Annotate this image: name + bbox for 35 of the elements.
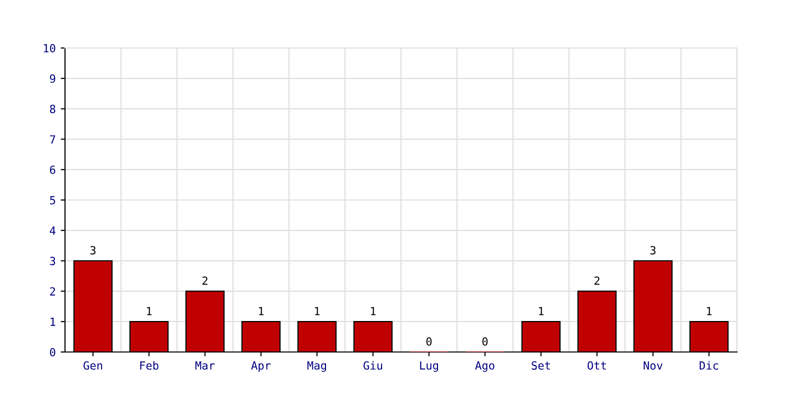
y-tick-label: 4 [50,226,56,235]
y-tick-label: 3 [50,256,56,266]
data-label: 1 [370,307,376,316]
y-tick-label: 0 [50,348,56,356]
data-label: 1 [146,307,152,316]
data-label: 1 [314,307,320,316]
data-label: 1 [706,307,712,316]
x-tick-label: Mag [307,361,326,372]
x-tick-label: Set [532,361,550,370]
x-tick-label: Ott [588,361,606,370]
x-tick-label: Feb [140,361,158,370]
y-tick-label: 2 [50,287,56,296]
x-tick-label: Ago [475,361,494,372]
x-tick-label: Dic [700,361,718,370]
x-tick-label: Apr [251,361,271,372]
x-tick-label: Mar [195,361,215,370]
data-label: 2 [202,276,208,285]
y-tick-label: 7 [50,135,56,144]
data-label: 2 [594,276,600,285]
x-tick-label: Giu [364,361,382,370]
y-tick-label: 5 [50,196,56,204]
y-tick-label: 10 [44,44,56,52]
data-label: 0 [426,337,432,346]
x-tick-label: Gen [84,361,102,370]
data-label: 1 [538,307,544,316]
y-tick-label: 6 [50,166,56,174]
y-tick-label: 8 [50,104,56,114]
data-label: 3 [650,246,656,254]
y-tick-label: 1 [50,318,56,326]
data-label: 0 [482,337,488,346]
y-tick-label: 9 [50,74,56,83]
x-tick-label: Lug [420,361,438,372]
data-label: 3 [90,246,96,254]
data-label: 1 [258,307,264,316]
x-tick-label: Nov [644,361,662,370]
